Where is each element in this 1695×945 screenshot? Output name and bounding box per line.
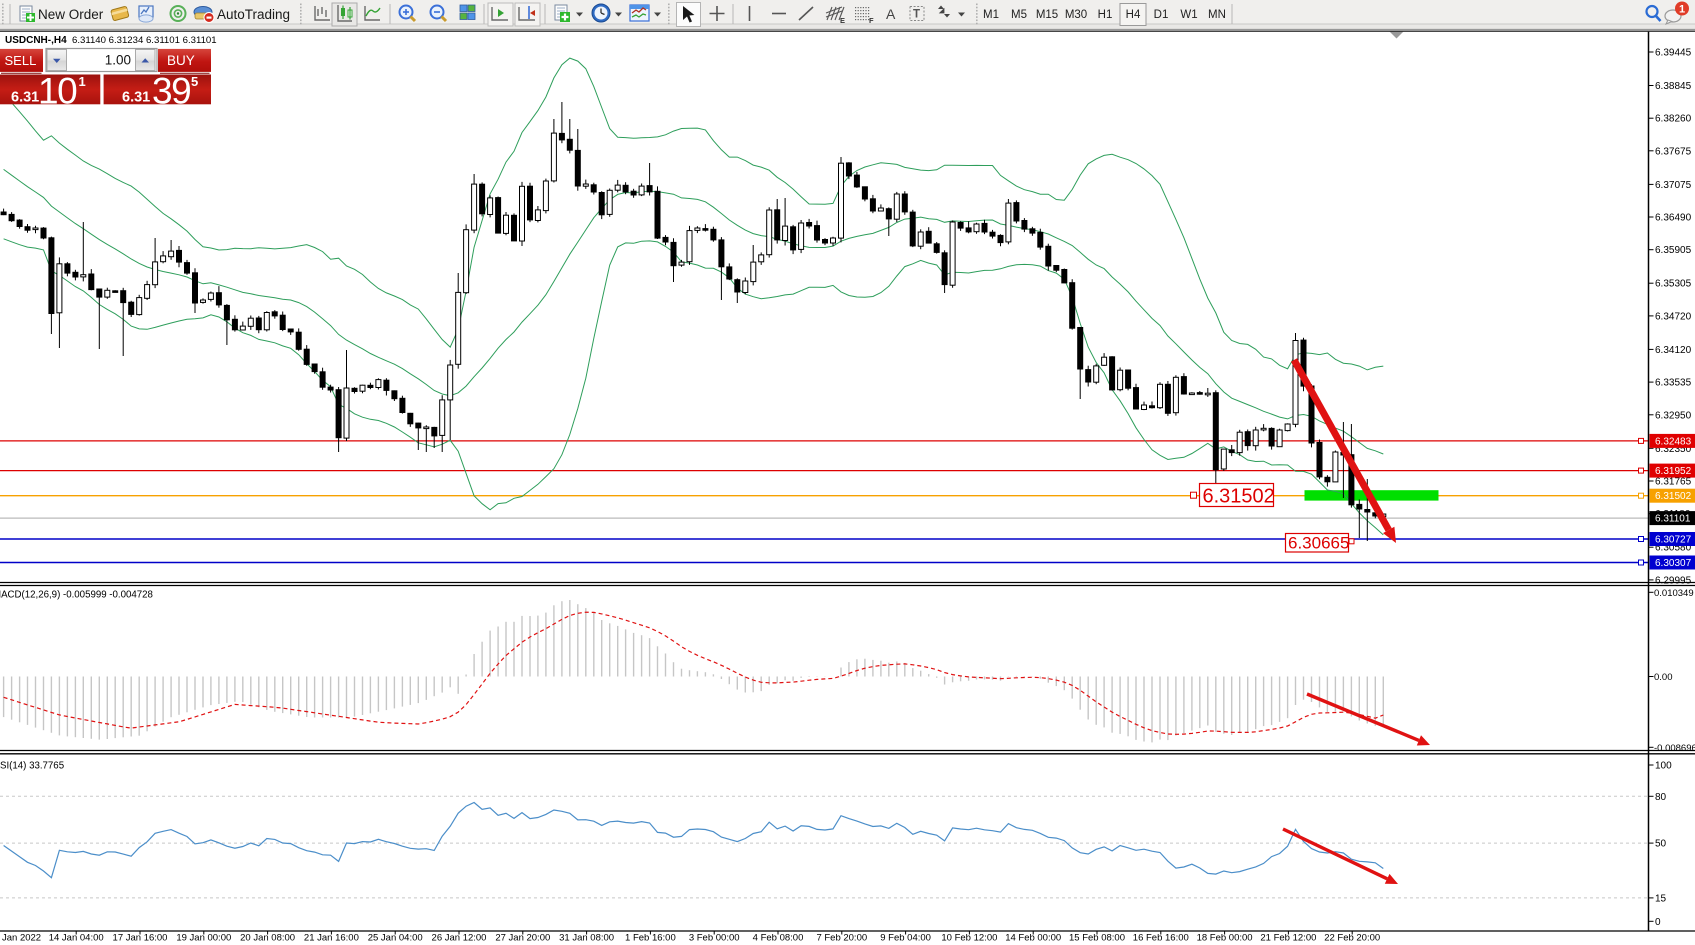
svg-text:6.34720: 6.34720 [1655, 311, 1692, 322]
svg-text:Jan 2022: Jan 2022 [2, 933, 41, 944]
svg-text:100: 100 [1655, 761, 1672, 772]
svg-text:6.31140 6.31234 6.31101 6.3110: 6.31140 6.31234 6.31101 6.31101 [72, 35, 217, 46]
svg-text:D1: D1 [1154, 9, 1169, 21]
svg-text:14 Feb 00:00: 14 Feb 00:00 [1005, 933, 1061, 944]
svg-text:39: 39 [152, 70, 190, 111]
svg-text:7 Feb 20:00: 7 Feb 20:00 [816, 933, 867, 944]
svg-text:6.29995: 6.29995 [1655, 575, 1692, 586]
svg-text:20 Jan 08:00: 20 Jan 08:00 [240, 933, 295, 944]
svg-text:10 Feb 12:00: 10 Feb 12:00 [941, 933, 997, 944]
svg-text:6.37675: 6.37675 [1655, 146, 1692, 157]
svg-text:6.38845: 6.38845 [1655, 81, 1692, 92]
svg-text:0.010349: 0.010349 [1654, 588, 1694, 599]
svg-text:14 Jan 04:00: 14 Jan 04:00 [49, 933, 104, 944]
svg-text:0: 0 [1655, 917, 1661, 928]
svg-text:10: 10 [38, 70, 77, 111]
svg-text:6.31502: 6.31502 [1655, 491, 1692, 502]
svg-text:M5: M5 [1011, 9, 1027, 21]
svg-text:6.30580: 6.30580 [1655, 543, 1692, 554]
svg-text:6.31: 6.31 [122, 90, 150, 106]
svg-text:6.31: 6.31 [11, 90, 39, 106]
svg-text:1: 1 [79, 74, 86, 89]
svg-text:6.32950: 6.32950 [1655, 410, 1692, 421]
svg-text:21 Feb 12:00: 21 Feb 12:00 [1260, 933, 1316, 944]
svg-text:1: 1 [1679, 4, 1685, 16]
svg-text:0.00: 0.00 [1654, 672, 1673, 683]
svg-text:6.35905: 6.35905 [1655, 245, 1692, 256]
svg-text:17 Jan 16:00: 17 Jan 16:00 [113, 933, 168, 944]
svg-text:27 Jan 20:00: 27 Jan 20:00 [495, 933, 550, 944]
svg-text:BUY: BUY [167, 53, 195, 68]
svg-text:21 Jan 16:00: 21 Jan 16:00 [304, 933, 359, 944]
svg-text:MN: MN [1208, 9, 1226, 21]
svg-text:6.34120: 6.34120 [1655, 345, 1692, 356]
svg-text:15: 15 [1655, 893, 1667, 904]
svg-text:A: A [886, 6, 896, 22]
svg-text:RSI(14) 33.7765: RSI(14) 33.7765 [0, 761, 64, 772]
svg-text:H1: H1 [1098, 9, 1113, 21]
svg-text:6.31952: 6.31952 [1655, 466, 1692, 477]
svg-text:USDCNH-,H4: USDCNH-,H4 [5, 35, 67, 46]
svg-text:5: 5 [191, 74, 198, 89]
svg-text:6.35305: 6.35305 [1655, 279, 1692, 290]
svg-text:New Order: New Order [38, 7, 104, 22]
svg-text:W1: W1 [1180, 9, 1197, 21]
svg-text:19 Jan 00:00: 19 Jan 00:00 [176, 933, 231, 944]
svg-text:M15: M15 [1036, 9, 1058, 21]
svg-text:SELL: SELL [5, 53, 37, 68]
svg-text:H4: H4 [1126, 9, 1141, 21]
svg-text:1 Feb 16:00: 1 Feb 16:00 [625, 933, 676, 944]
svg-text:26 Jan 12:00: 26 Jan 12:00 [432, 933, 487, 944]
svg-text:18 Feb 00:00: 18 Feb 00:00 [1197, 933, 1253, 944]
svg-text:6.31765: 6.31765 [1655, 477, 1692, 488]
svg-text:3 Feb 00:00: 3 Feb 00:00 [689, 933, 740, 944]
svg-text:6.30307: 6.30307 [1655, 558, 1692, 569]
svg-text:6.30727: 6.30727 [1655, 535, 1692, 546]
svg-text:F: F [869, 16, 874, 25]
svg-text:M1: M1 [983, 9, 999, 21]
svg-text:6.33535: 6.33535 [1655, 378, 1692, 389]
svg-text:T: T [913, 9, 920, 21]
svg-text:-0.008696: -0.008696 [1654, 743, 1695, 754]
svg-text:MACD(12,26,9) -0.005999 -0.004: MACD(12,26,9) -0.005999 -0.004728 [0, 590, 153, 601]
svg-text:M30: M30 [1065, 9, 1087, 21]
svg-text:31 Jan 08:00: 31 Jan 08:00 [559, 933, 614, 944]
svg-text:6.30665: 6.30665 [1288, 534, 1349, 553]
svg-text:6.31101: 6.31101 [1655, 514, 1691, 525]
svg-text:6.32350: 6.32350 [1655, 444, 1692, 455]
svg-text:6.37075: 6.37075 [1655, 180, 1692, 191]
svg-text:9 Feb 04:00: 9 Feb 04:00 [880, 933, 931, 944]
svg-text:80: 80 [1655, 792, 1667, 803]
svg-text:15 Feb 08:00: 15 Feb 08:00 [1069, 933, 1125, 944]
svg-text:6.38260: 6.38260 [1655, 114, 1692, 125]
svg-text:6.39445: 6.39445 [1655, 48, 1692, 59]
svg-text:16 Feb 16:00: 16 Feb 16:00 [1133, 933, 1189, 944]
svg-text:6.32483: 6.32483 [1655, 436, 1692, 447]
svg-text:6.31502: 6.31502 [1203, 486, 1275, 508]
svg-text:6.36490: 6.36490 [1655, 213, 1692, 224]
svg-text:E: E [840, 16, 845, 25]
svg-text:AutoTrading: AutoTrading [217, 7, 290, 22]
svg-text:1.00: 1.00 [105, 53, 131, 68]
svg-text:4 Feb 08:00: 4 Feb 08:00 [753, 933, 804, 944]
svg-text:25 Jan 04:00: 25 Jan 04:00 [368, 933, 423, 944]
svg-text:50: 50 [1655, 839, 1667, 850]
svg-text:22 Feb 20:00: 22 Feb 20:00 [1324, 933, 1380, 944]
